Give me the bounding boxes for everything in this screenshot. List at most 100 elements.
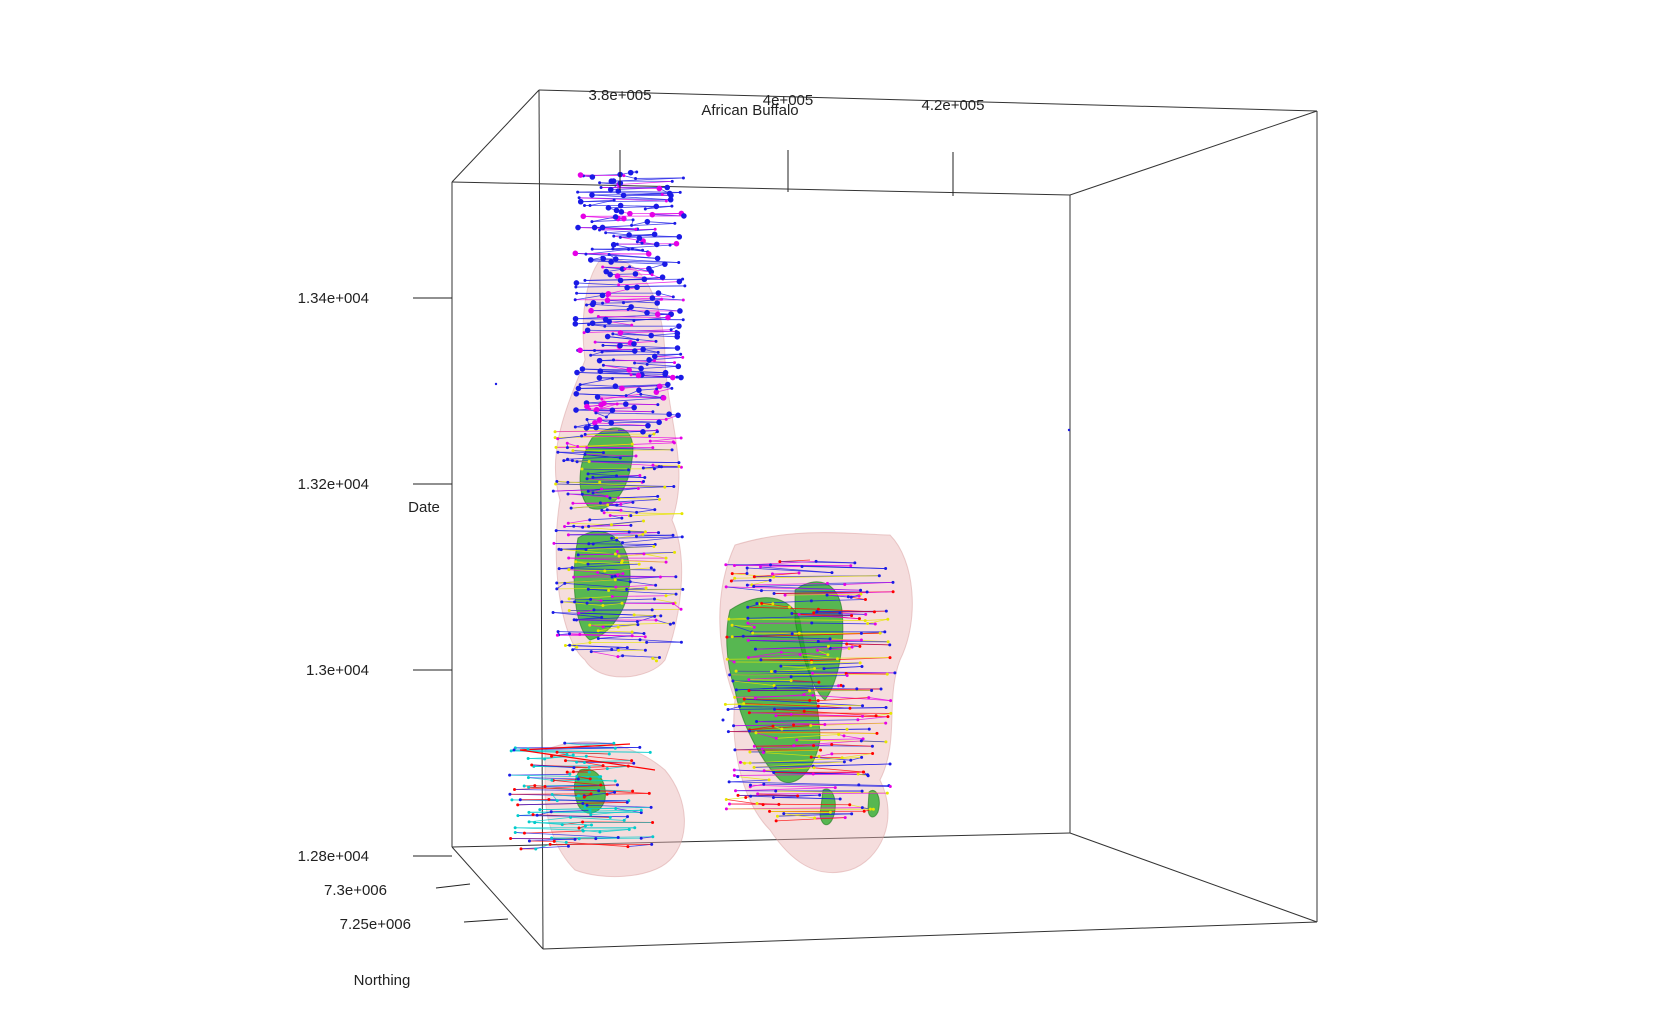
track-segment [785,593,861,596]
track-segment [665,593,677,597]
data-point [582,761,586,765]
data-point [674,333,681,340]
data-point [681,587,685,591]
track-segment [553,542,656,545]
data-point [594,837,598,841]
track-segment [615,579,631,583]
data-point [646,357,652,363]
data-point [797,571,801,575]
data-point [816,607,820,611]
data-point [886,715,890,719]
data-point [677,461,681,465]
track-segment [630,581,656,586]
data-point [642,480,646,484]
data-point [656,350,660,354]
data-point [631,404,637,411]
track-segment [726,586,762,592]
data-point [509,836,513,840]
data-point [652,568,656,572]
track-segment [598,638,641,641]
data-point [642,519,646,523]
data-point [566,457,570,461]
track-segment [638,388,657,391]
data-point [884,740,888,744]
track-segment [761,590,868,593]
track-segment [569,644,628,648]
data-point [623,267,627,271]
track-segment [578,385,659,389]
data-point [634,227,638,231]
track-segment [843,735,864,740]
track-segment [791,675,848,678]
track-segment [750,761,845,764]
track-segment [601,598,655,602]
data-point [543,784,547,788]
data-point [630,323,634,327]
data-point [754,731,758,735]
track-segment [597,572,616,577]
data-point [601,625,605,629]
track-segment [514,789,599,792]
data-point [616,655,620,659]
data-point [648,434,652,438]
data-point [879,687,883,691]
track-segment [620,205,657,207]
data-point [554,482,558,486]
data-point [572,575,576,579]
data-point [608,259,614,265]
data-point [610,536,614,540]
track-segment [846,643,860,647]
track-segment [654,598,676,604]
axis-ticks: 3.8e+005 4e+005 4.2e+005 1.34e+004 1.32e+004… [298,87,985,933]
data-point [631,218,635,222]
data-point [631,789,635,793]
track-segment [623,175,636,179]
data-point [626,845,630,849]
data-point [622,174,626,178]
data-point [774,819,778,823]
track-segment [603,364,630,371]
track-segment [605,228,656,234]
data-point [593,424,599,431]
data-point [627,169,634,176]
data-point [550,754,554,758]
track-segment [592,475,617,478]
track-segment [756,719,858,722]
data-point [727,780,731,784]
data-point [659,274,666,280]
track-segment [578,553,644,556]
track-segment [772,725,782,730]
data-point [653,241,660,248]
track-segment [568,519,590,524]
data-point [626,307,630,311]
data-point [744,796,748,800]
track-segment [589,624,604,628]
data-point [657,655,661,659]
data-point [589,353,593,357]
track-segment [812,695,891,702]
z-axis-label: Date [408,499,440,516]
data-point [610,376,614,380]
data-point [589,320,596,327]
data-point [677,308,683,314]
data-point [621,215,627,222]
track-segment [586,447,673,451]
data-point [746,621,750,625]
data-point [587,542,591,546]
track-segment [775,790,888,794]
data-point [596,357,603,364]
track-segment [555,443,633,448]
data-point [759,565,763,569]
data-point [617,342,623,349]
data-point [553,436,557,440]
track-segment [613,233,655,237]
data-point [732,724,736,728]
data-point [627,827,631,831]
track-segment [583,215,619,219]
track-segment [577,372,666,375]
data-point [494,382,498,386]
data-point [619,508,623,512]
track-segment [654,356,683,358]
track-segment [551,809,590,813]
data-point [615,538,619,542]
